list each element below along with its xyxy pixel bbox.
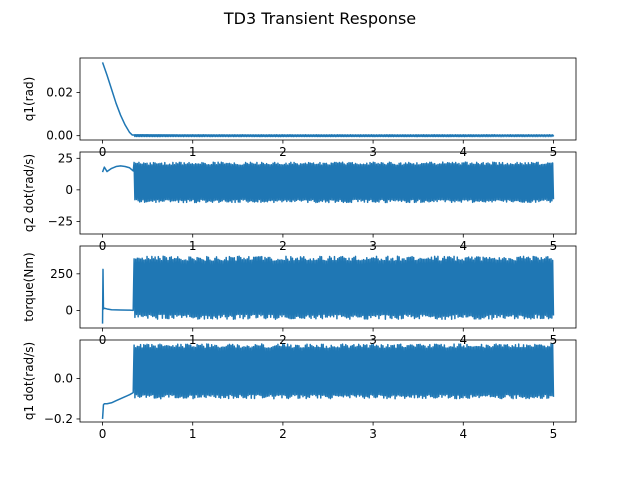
x-tick-label: 2 xyxy=(279,427,287,441)
series-line xyxy=(101,62,555,138)
y-axis-label: q1 dot(rad/s) xyxy=(22,342,36,420)
y-tick-label: 0 xyxy=(65,303,73,317)
series-line xyxy=(101,161,555,204)
x-tick-label: 1 xyxy=(189,427,197,441)
y-tick-label: 0.0 xyxy=(54,371,73,385)
x-tick-label: 0 xyxy=(99,427,107,441)
y-tick-label: 0 xyxy=(65,183,73,197)
subplot-4: 0 1 2 3 4 5 −0.2 0.0 q1 dot(rad/s) xyxy=(22,339,577,441)
x-tick-label: 3 xyxy=(369,427,377,441)
series-line xyxy=(101,255,555,324)
series-line xyxy=(101,343,555,420)
y-axis-label: torque(Nm) xyxy=(22,252,36,321)
axes-frame xyxy=(79,57,577,141)
y-axis-label: q2 dot(rad/s) xyxy=(22,154,36,232)
y-tick-label: 0.02 xyxy=(46,86,73,100)
y-tick-label: −25 xyxy=(48,214,73,228)
axes-frame xyxy=(79,339,577,423)
y-tick-label: −0.2 xyxy=(44,412,73,426)
y-tick-label: 25 xyxy=(58,151,73,165)
x-tick-label: 4 xyxy=(459,427,467,441)
axes-frame xyxy=(79,245,577,329)
axes-frame xyxy=(79,151,577,235)
figure-title: TD3 Transient Response xyxy=(223,9,416,28)
x-tick-label: 5 xyxy=(550,427,558,441)
y-tick-label: 0.00 xyxy=(46,129,73,143)
y-tick-label: 250 xyxy=(50,267,73,281)
y-axis-label: q1(rad) xyxy=(22,77,36,122)
